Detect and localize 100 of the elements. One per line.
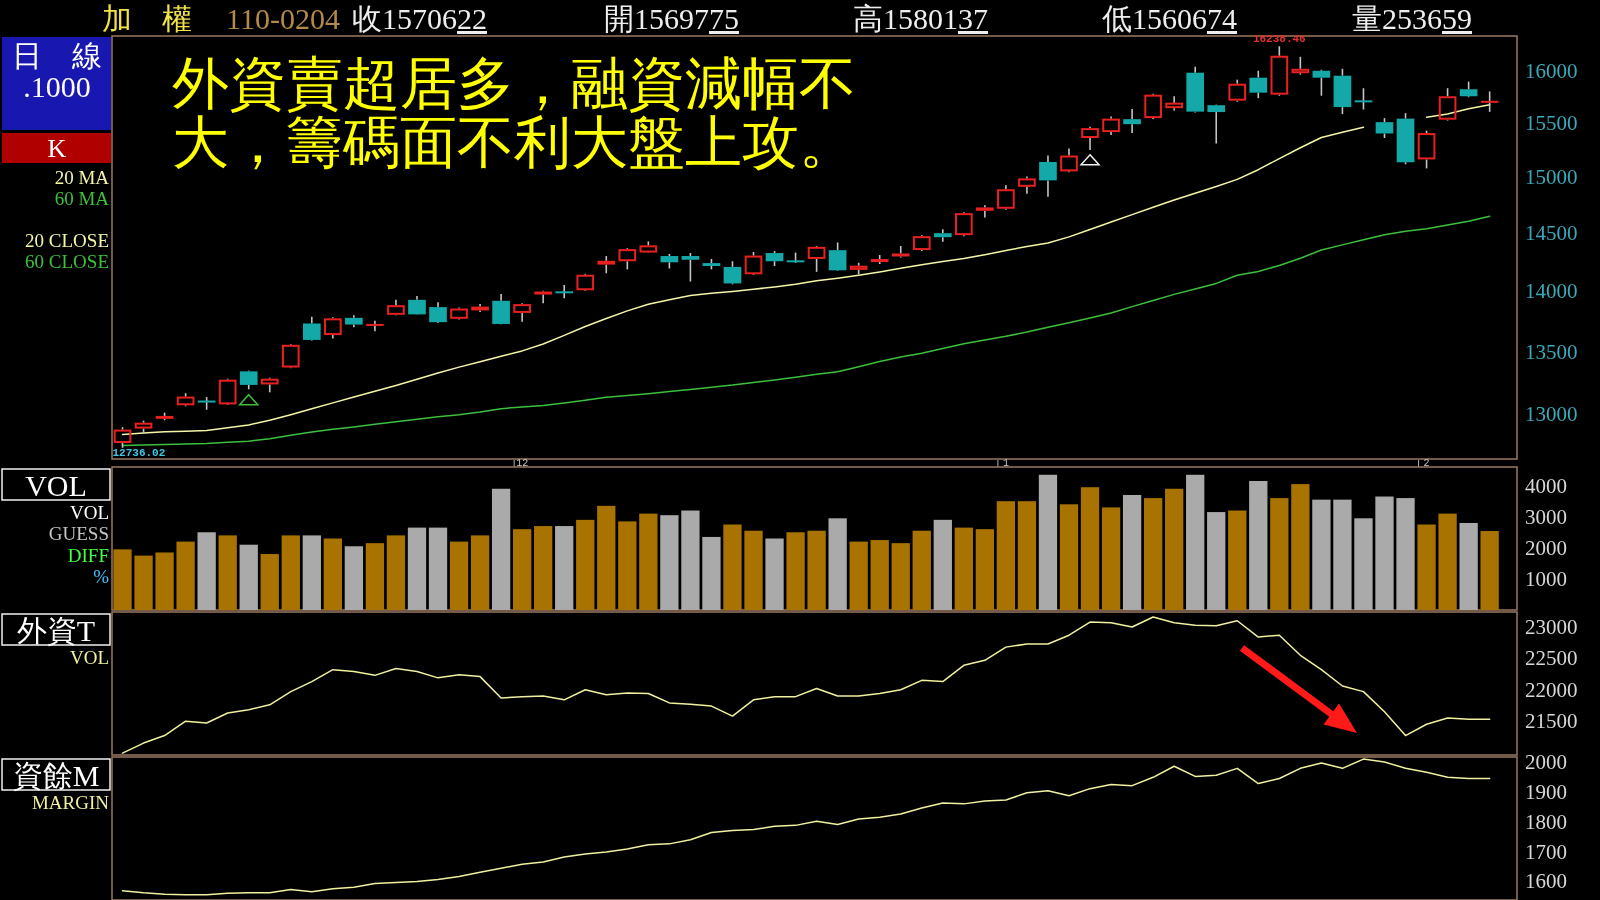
bar <box>134 555 153 610</box>
text: 60 MA <box>54 187 110 209</box>
text: 60 CLOSE <box>25 250 109 272</box>
text: K <box>47 133 67 163</box>
y-tick-label: 15500 <box>1525 111 1578 136</box>
y-tick-label: 1600 <box>1525 869 1567 894</box>
bar <box>1291 484 1310 610</box>
bar <box>1312 499 1331 610</box>
text: DIFF <box>67 544 109 566</box>
bar <box>428 527 448 610</box>
bar <box>807 530 826 610</box>
annotation: 16238.46 <box>1252 33 1306 46</box>
chart-title: 資餘M <box>12 758 100 792</box>
y-tick-label: 14000 <box>1525 279 1578 304</box>
bar <box>197 532 216 610</box>
text: GUESS <box>48 523 109 544</box>
y-tick-label: 2000 <box>1525 535 1567 560</box>
text: 20 MA <box>54 166 110 188</box>
y-tick-label: 14500 <box>1525 221 1578 246</box>
text: VOL <box>25 468 87 502</box>
y-tick-label: 4000 <box>1525 473 1567 498</box>
text: MARGIN <box>31 791 110 813</box>
bar <box>891 543 910 610</box>
y-tick-label: 13000 <box>1525 401 1578 426</box>
text: 量253659 <box>1352 2 1472 35</box>
bar <box>975 529 995 610</box>
bar <box>1101 507 1121 610</box>
bar <box>1228 510 1247 610</box>
bar <box>239 544 258 610</box>
bar <box>828 518 847 610</box>
bar <box>1375 496 1394 610</box>
bar <box>576 519 595 610</box>
bar <box>1059 504 1079 610</box>
y-tick-label: 3000 <box>1525 504 1567 529</box>
bar <box>912 530 931 610</box>
x-tick-label: 12 <box>516 458 529 469</box>
bar <box>113 549 132 610</box>
bar <box>1417 524 1436 610</box>
text: 低1560674 <box>1102 2 1237 35</box>
bar <box>407 527 427 610</box>
bar <box>660 515 679 610</box>
bar <box>260 554 279 610</box>
bar <box>618 521 637 610</box>
bar <box>1186 474 1205 610</box>
y-tick-label: 1800 <box>1525 809 1567 834</box>
bar <box>1143 498 1163 610</box>
text: 高1580137 <box>853 2 988 35</box>
bar <box>870 540 889 610</box>
y-tick-label: 1700 <box>1525 839 1567 864</box>
bar <box>1459 522 1478 610</box>
bar <box>849 541 868 610</box>
bar <box>1354 518 1373 610</box>
annotation: 外資賣超居多，融資減幅不大，籌碼面不利大盤上攻。 <box>172 53 857 174</box>
bar <box>512 529 532 610</box>
bar <box>449 541 469 610</box>
bar <box>702 536 721 610</box>
y-tick-label: 1900 <box>1525 779 1567 804</box>
bar <box>1038 474 1058 610</box>
bar <box>786 532 805 610</box>
text: 收1570622 <box>352 2 487 35</box>
text: 日 線 <box>12 38 102 72</box>
bar <box>1480 531 1499 610</box>
line-series <box>121 215 1491 447</box>
bar <box>344 546 364 610</box>
bar <box>1333 499 1352 610</box>
y-tick-label: 23000 <box>1525 615 1578 640</box>
text: 20 CLOSE <box>25 229 109 251</box>
bar <box>954 527 973 610</box>
text: .1000 <box>23 69 91 103</box>
bar <box>996 501 1016 610</box>
bar <box>365 543 385 610</box>
bar <box>933 519 952 610</box>
bar <box>723 524 742 610</box>
chart-title: 加 權 <box>102 2 192 35</box>
bar <box>1207 512 1226 610</box>
bar <box>470 535 490 610</box>
bar <box>386 535 406 610</box>
bar <box>534 526 553 610</box>
x-tick-label: 2 <box>1423 458 1430 469</box>
bar <box>176 541 195 610</box>
x-tick-label: 1 <box>1002 458 1009 469</box>
bar <box>1270 498 1289 610</box>
bar <box>555 526 574 610</box>
bar <box>1165 488 1184 610</box>
bar <box>639 513 658 610</box>
text: VOL <box>69 501 109 523</box>
bar <box>302 535 321 610</box>
bar <box>1396 498 1415 610</box>
bar <box>1122 494 1142 610</box>
bar <box>765 538 784 610</box>
line-series <box>121 616 1491 754</box>
bar <box>491 488 511 610</box>
y-tick-label: 22500 <box>1525 646 1578 671</box>
bar <box>323 538 342 610</box>
bar <box>1438 513 1457 610</box>
bar <box>681 510 700 610</box>
bar <box>155 552 174 610</box>
bar <box>1017 501 1037 610</box>
bar <box>218 535 237 610</box>
bar <box>597 505 616 610</box>
